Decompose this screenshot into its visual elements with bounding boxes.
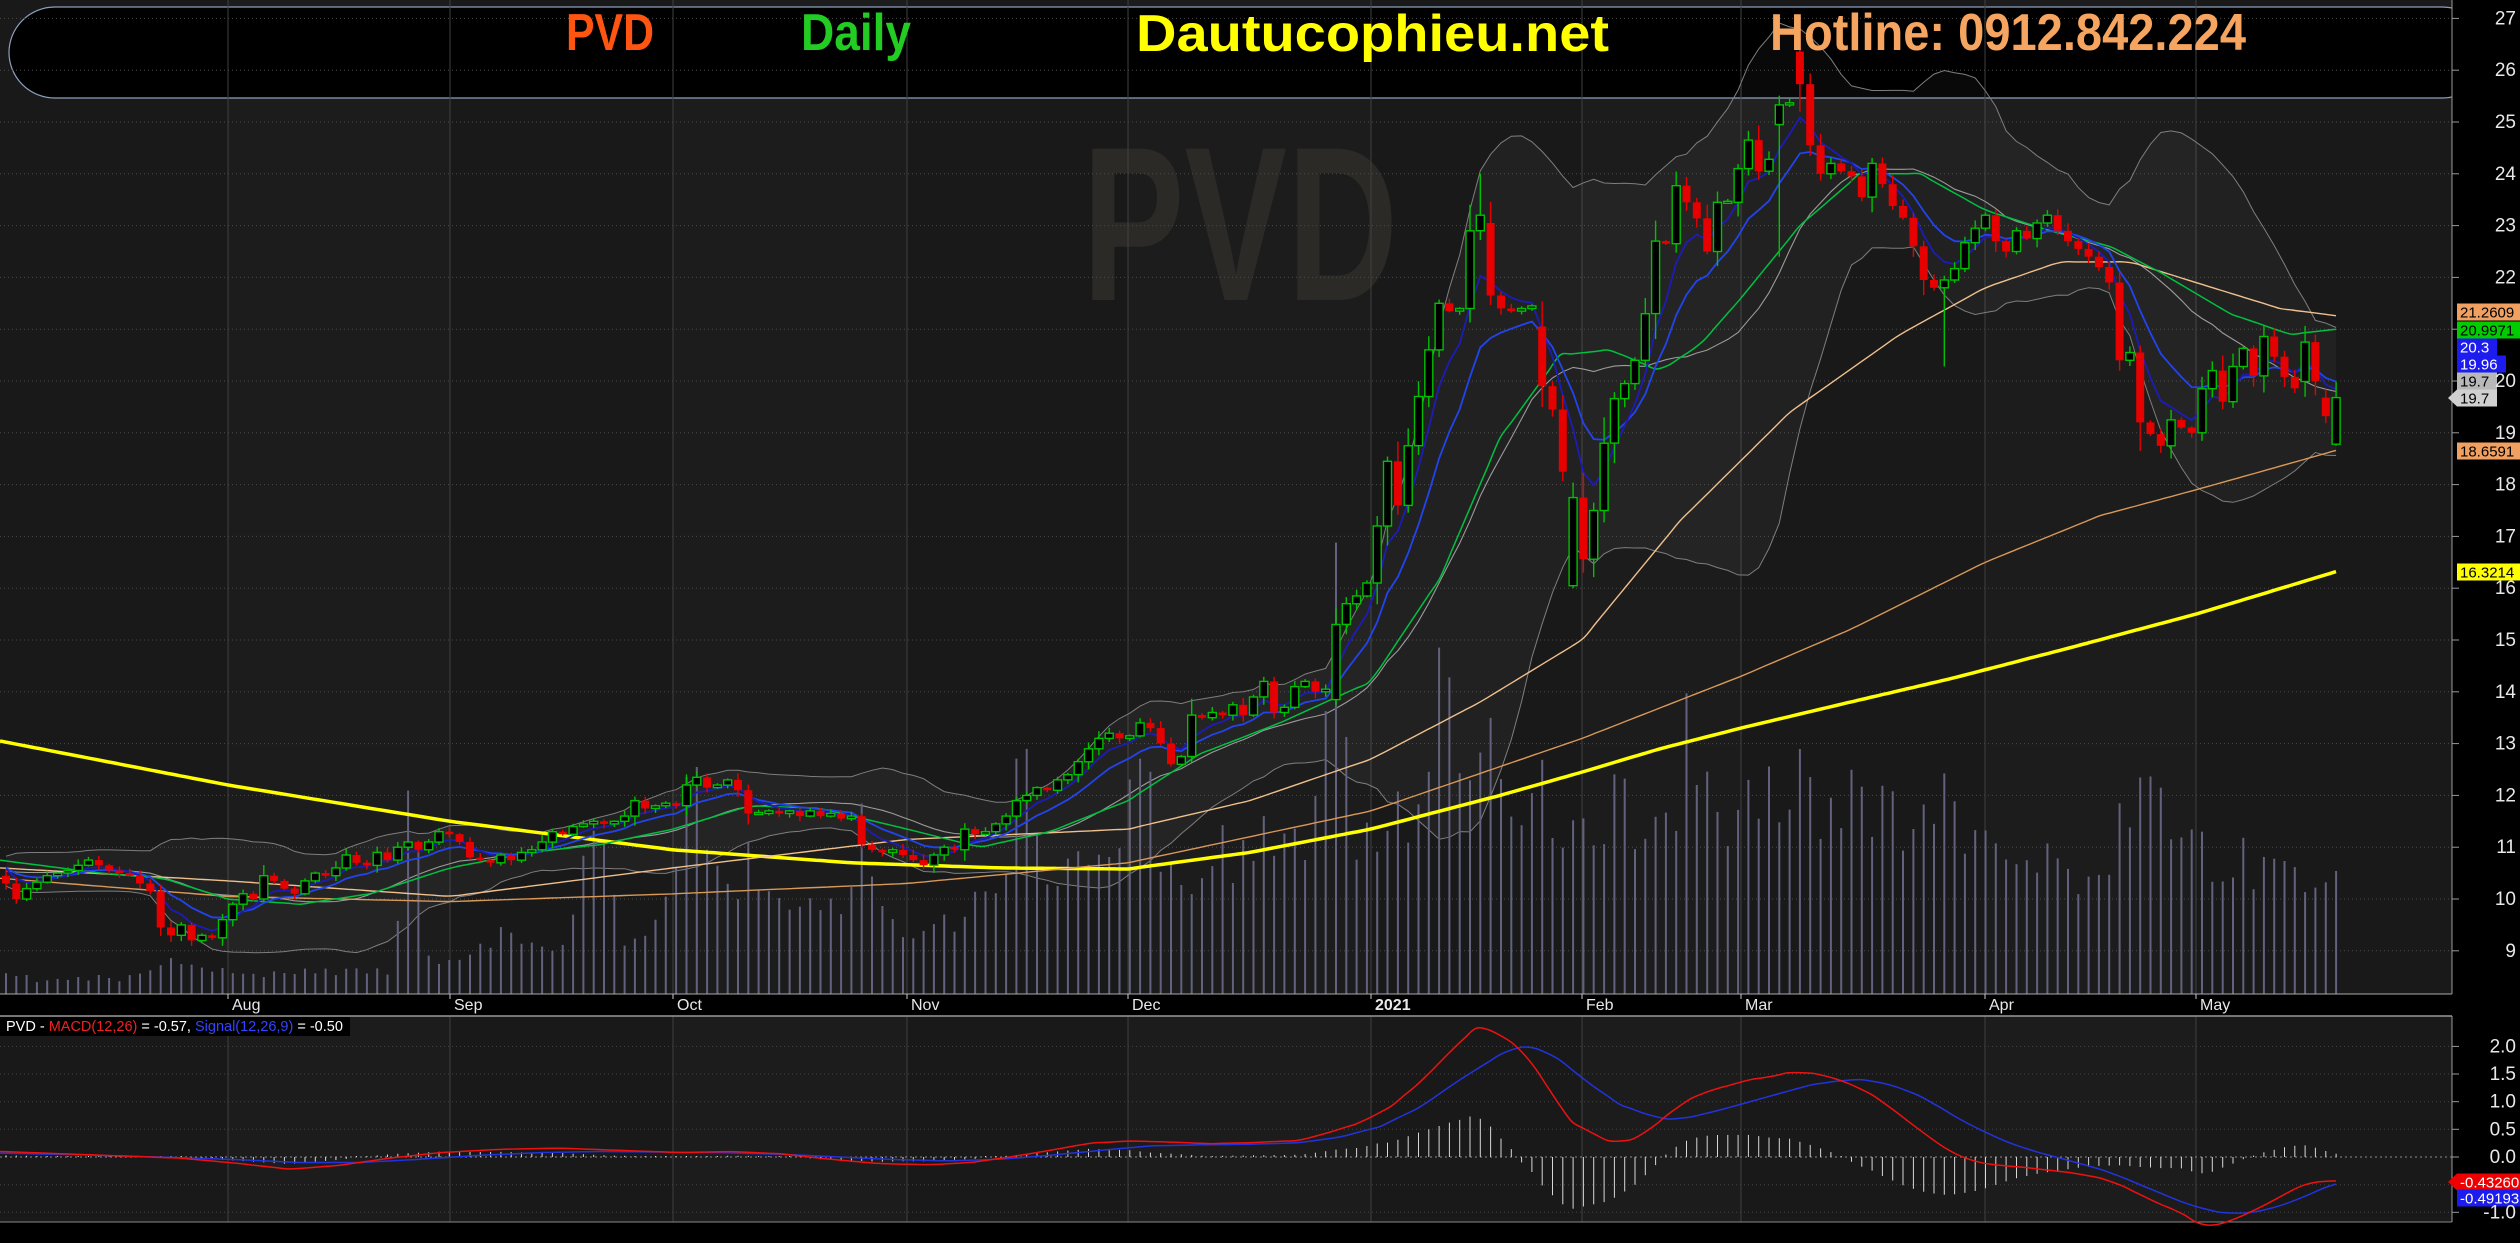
svg-text:2.0: 2.0 [2490, 1036, 2516, 1057]
svg-text:May: May [2200, 997, 2230, 1014]
svg-text:15: 15 [2495, 630, 2516, 651]
svg-text:17: 17 [2495, 526, 2516, 547]
svg-text:Mar: Mar [1745, 997, 1773, 1014]
svg-text:2021: 2021 [1375, 997, 1411, 1014]
svg-text:PVD: PVD [1082, 101, 1398, 347]
svg-text:-0.43260: -0.43260 [2460, 1175, 2519, 1192]
svg-text:26: 26 [2495, 60, 2516, 81]
svg-text:Sep: Sep [454, 997, 483, 1014]
svg-text:-0.49193: -0.49193 [2460, 1191, 2519, 1208]
svg-text:14: 14 [2495, 682, 2517, 703]
svg-text:10: 10 [2495, 889, 2516, 910]
svg-text:27: 27 [2495, 8, 2516, 29]
svg-text:Nov: Nov [911, 997, 939, 1014]
svg-text:23: 23 [2495, 216, 2516, 237]
svg-text:PVD - MACD(12,26) = -0.57, Sig: PVD - MACD(12,26) = -0.57, Signal(12,26,… [6, 1019, 343, 1035]
svg-text:1.5: 1.5 [2490, 1064, 2516, 1085]
svg-text:0.0: 0.0 [2490, 1147, 2516, 1168]
svg-text:20: 20 [2495, 371, 2516, 392]
svg-text:16: 16 [2495, 578, 2516, 599]
svg-text:11: 11 [2496, 837, 2516, 858]
svg-text:21.2609: 21.2609 [2460, 305, 2514, 322]
svg-text:18.6591: 18.6591 [2460, 444, 2514, 461]
svg-text:25: 25 [2495, 112, 2516, 133]
svg-text:Aug: Aug [232, 997, 260, 1014]
svg-text:Oct: Oct [677, 997, 702, 1014]
svg-text:Apr: Apr [1989, 997, 2015, 1014]
svg-text:13: 13 [2495, 734, 2516, 755]
svg-text:24: 24 [2495, 164, 2517, 185]
svg-text:22: 22 [2495, 267, 2516, 288]
svg-text:20.9971: 20.9971 [2460, 323, 2514, 340]
svg-text:PVD: PVD [566, 4, 654, 62]
svg-text:-1.0: -1.0 [2483, 1202, 2516, 1223]
svg-text:9: 9 [2505, 941, 2516, 962]
svg-text:0.5: 0.5 [2490, 1119, 2516, 1140]
svg-text:Feb: Feb [1586, 997, 1614, 1014]
svg-text:20.3: 20.3 [2460, 340, 2489, 357]
svg-text:12: 12 [2495, 785, 2516, 806]
svg-text:Daily: Daily [801, 4, 911, 62]
svg-text:16.3214: 16.3214 [2460, 565, 2514, 582]
svg-text:Hotline: 0912.842.224: Hotline: 0912.842.224 [1770, 4, 2246, 62]
svg-text:19.7: 19.7 [2460, 391, 2489, 408]
svg-text:19.7: 19.7 [2460, 374, 2489, 391]
svg-text:18: 18 [2495, 475, 2516, 496]
svg-text:1.0: 1.0 [2490, 1092, 2516, 1113]
svg-text:Dec: Dec [1132, 997, 1160, 1014]
svg-text:Dautucophieu.net: Dautucophieu.net [1136, 5, 1609, 63]
svg-text:19.96: 19.96 [2460, 357, 2498, 374]
svg-text:19: 19 [2495, 423, 2516, 444]
